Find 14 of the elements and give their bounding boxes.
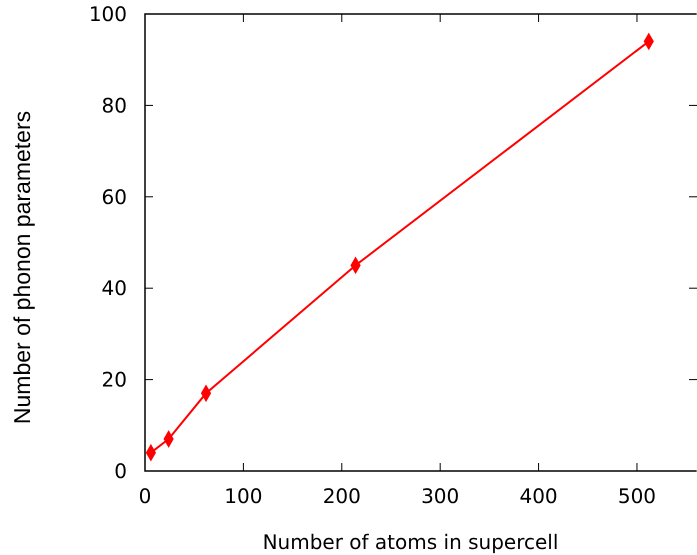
y-tick-label: 0 [114, 459, 127, 483]
x-axis-title: Number of atoms in supercell [262, 530, 558, 554]
y-tick-label: 100 [88, 2, 127, 26]
x-tick-label: 200 [322, 484, 361, 508]
x-tick-label: 100 [224, 484, 262, 508]
x-tick-label: 300 [421, 484, 460, 508]
x-tick-label: 0 [138, 484, 152, 508]
y-tick-label: 20 [102, 368, 127, 392]
y-tick-label: 80 [102, 93, 127, 118]
x-tick-label: 400 [519, 484, 558, 508]
y-axis-title: Number of phonon parameters [9, 110, 35, 424]
y-tick-label: 40 [102, 276, 127, 300]
y-tick-label: 60 [102, 184, 127, 209]
x-tick-label: 500 [618, 484, 656, 508]
